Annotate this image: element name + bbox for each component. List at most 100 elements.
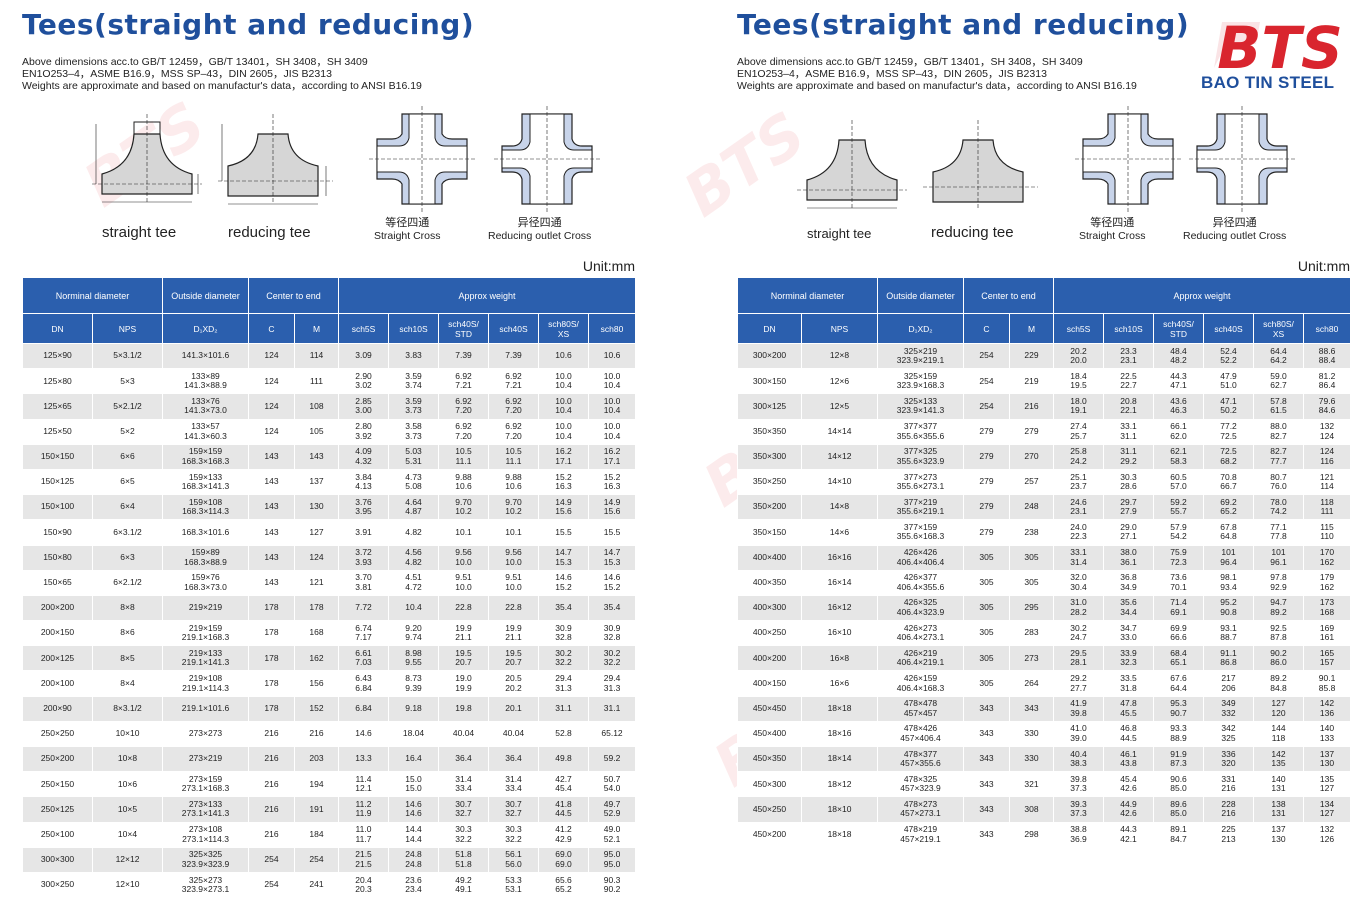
cell-center-m: 191 xyxy=(293,796,340,823)
cell-center-c: 143 xyxy=(248,569,295,596)
cell-dn: 300×200 xyxy=(737,342,802,370)
cell-sch10s: 14.6 14.6 xyxy=(388,796,440,823)
cell-outside-diameter: 426×377 406.4×355.6 xyxy=(877,569,964,596)
cell-nps: 14×8 xyxy=(801,494,878,521)
cell-sch80s-xs: 80.7 76.0 xyxy=(1253,468,1305,496)
cell-dn: 125×80 xyxy=(22,368,93,395)
cell-sch80s-xs: 35.4 xyxy=(538,594,590,622)
straight-tee-caption: straight tee xyxy=(102,224,177,241)
cell-center-m: 229 xyxy=(1008,342,1055,370)
straight-tee-drawing xyxy=(92,114,202,204)
table-row: 350×300 14×12 377×325 355.6×323.9 279 270 25.8… xyxy=(737,443,1352,470)
cell-outside-diameter: 141.3×101.6 xyxy=(162,342,249,370)
cell-outside-diameter: 273×159 273.1×168.3 xyxy=(162,771,249,798)
cell-sch10s: 30.3 28.6 xyxy=(1103,468,1155,496)
cell-outside-diameter: 273×219 xyxy=(162,745,249,773)
cell-outside-diameter: 377×377 355.6×355.6 xyxy=(877,418,964,445)
cell-center-m: 127 xyxy=(293,519,340,546)
cell-sch10s: 3.58 3.73 xyxy=(388,418,440,445)
cell-center-c: 178 xyxy=(248,670,295,697)
cell-outside-diameter: 325×219 323.9×219.1 xyxy=(877,342,964,370)
cell-nps: 14×6 xyxy=(801,519,878,546)
cell-dn: 150×80 xyxy=(22,544,93,571)
cell-sch10s: 4.82 xyxy=(388,519,440,546)
cell-nps: 18×18 xyxy=(801,821,878,848)
cell-nps: 12×10 xyxy=(92,871,163,898)
reducing-cross-caption: 异径四通 Reducing outlet Cross xyxy=(488,217,592,242)
cell-sch40s-std: 66.1 62.0 xyxy=(1153,418,1205,445)
cell-sch40s-std: 9.51 10.0 xyxy=(438,569,490,596)
cell-center-m: 124 xyxy=(293,544,340,571)
cell-sch5s: 11.0 11.7 xyxy=(338,821,390,848)
straight-cross-drawing xyxy=(1075,106,1181,212)
cell-sch40s: 10.1 xyxy=(488,519,540,546)
cell-sch10s: 29.7 27.9 xyxy=(1103,494,1155,521)
cell-dn: 400×200 xyxy=(737,645,802,672)
cell-sch40s: 47.1 50.2 xyxy=(1203,393,1255,420)
cell-sch40s: 9.56 10.0 xyxy=(488,544,540,571)
cell-dn: 250×125 xyxy=(22,796,93,823)
cell-center-m: 283 xyxy=(1008,620,1055,647)
cell-sch40s-std: 62.1 58.3 xyxy=(1153,443,1205,470)
cell-sch40s: 217 206 xyxy=(1203,670,1255,697)
cell-nps: 10×4 xyxy=(92,821,163,848)
cell-sch5s: 30.2 24.7 xyxy=(1053,620,1105,647)
cell-center-c: 279 xyxy=(963,494,1010,521)
straight-cross-drawing xyxy=(369,106,475,212)
table-row: 450×200 18×18 478×219 457×219.1 343 298 38.8 36… xyxy=(737,821,1352,848)
table-row: 200×150 8×6 219×159 219.1×168.3 178 168 6.74 7.… xyxy=(22,620,637,647)
cell-center-m: 178 xyxy=(293,594,340,622)
cell-sch80s-xs: 52.8 xyxy=(538,720,590,748)
cell-center-c: 143 xyxy=(248,519,295,546)
cell-sch40s-std: 19.8 xyxy=(438,695,490,722)
cell-sch80: 135 127 xyxy=(1303,771,1352,798)
table-row: 150×125 6×5 159×133 168.3×141.3 143 137 3.84 4.… xyxy=(22,468,637,496)
unit-label: Unit:mm xyxy=(582,258,635,274)
cell-center-c: 178 xyxy=(248,695,295,722)
cell-sch80: 88.6 88.4 xyxy=(1303,342,1352,370)
cell-sch40s: 6.92 7.21 xyxy=(488,368,540,395)
cell-dn: 300×150 xyxy=(737,368,802,395)
cell-dn: 250×100 xyxy=(22,821,93,848)
cell-sch10s: 3.83 xyxy=(388,342,440,370)
cell-sch10s: 33.5 31.8 xyxy=(1103,670,1155,697)
cell-sch80: 29.4 31.3 xyxy=(588,670,637,697)
cell-center-m: 216 xyxy=(293,720,340,748)
cell-sch40s: 331 216 xyxy=(1203,771,1255,798)
cell-sch5s: 38.8 36.9 xyxy=(1053,821,1105,848)
cell-center-c: 216 xyxy=(248,720,295,748)
cell-sch40s: 30.7 32.7 xyxy=(488,796,540,823)
cell-center-m: 162 xyxy=(293,645,340,672)
cell-center-m: 321 xyxy=(1008,771,1055,798)
cell-dn: 450×450 xyxy=(737,695,802,722)
cell-nps: 6×2.1/2 xyxy=(92,569,163,596)
cell-dn: 200×200 xyxy=(22,594,93,622)
cell-center-m: 130 xyxy=(293,494,340,521)
cell-center-c: 124 xyxy=(248,342,295,370)
cell-sch80s-xs: 14.9 15.6 xyxy=(538,494,590,521)
reducing-tee-drawing xyxy=(218,114,333,205)
cell-outside-diameter: 325×325 323.9×323.9 xyxy=(162,846,249,873)
cell-sch80: 30.2 32.2 xyxy=(588,645,637,672)
cell-center-c: 279 xyxy=(963,468,1010,496)
cell-sch5s: 6.61 7.03 xyxy=(338,645,390,672)
cell-sch80: 15.2 16.3 xyxy=(588,468,637,496)
cell-center-c: 279 xyxy=(963,418,1010,445)
table-row: 350×200 14×8 377×219 355.6×219.1 279 248 24.6 2… xyxy=(737,494,1352,521)
cell-nps: 16×16 xyxy=(801,544,878,571)
cell-sch80: 142 136 xyxy=(1303,695,1352,722)
cell-center-c: 143 xyxy=(248,468,295,496)
table-row: 250×150 10×6 273×159 273.1×168.3 216 194 11.4 1… xyxy=(22,771,637,798)
column-header-outside-diameter: D₁XD₂ xyxy=(162,313,249,344)
cell-sch40s: 336 320 xyxy=(1203,745,1255,773)
cell-center-c: 254 xyxy=(963,368,1010,395)
cell-nps: 8×8 xyxy=(92,594,163,622)
cell-sch80s-xs: 15.5 xyxy=(538,519,590,546)
cell-dn: 300×125 xyxy=(737,393,802,420)
cell-sch10s: 4.51 4.72 xyxy=(388,569,440,596)
cell-sch10s: 34.7 33.0 xyxy=(1103,620,1155,647)
table-row: 450×250 18×10 478×273 457×273.1 343 308 39.3 37… xyxy=(737,796,1352,823)
straight-cross-caption: 等径四通 Straight Cross xyxy=(374,217,441,242)
cell-sch10s: 46.1 43.8 xyxy=(1103,745,1155,773)
